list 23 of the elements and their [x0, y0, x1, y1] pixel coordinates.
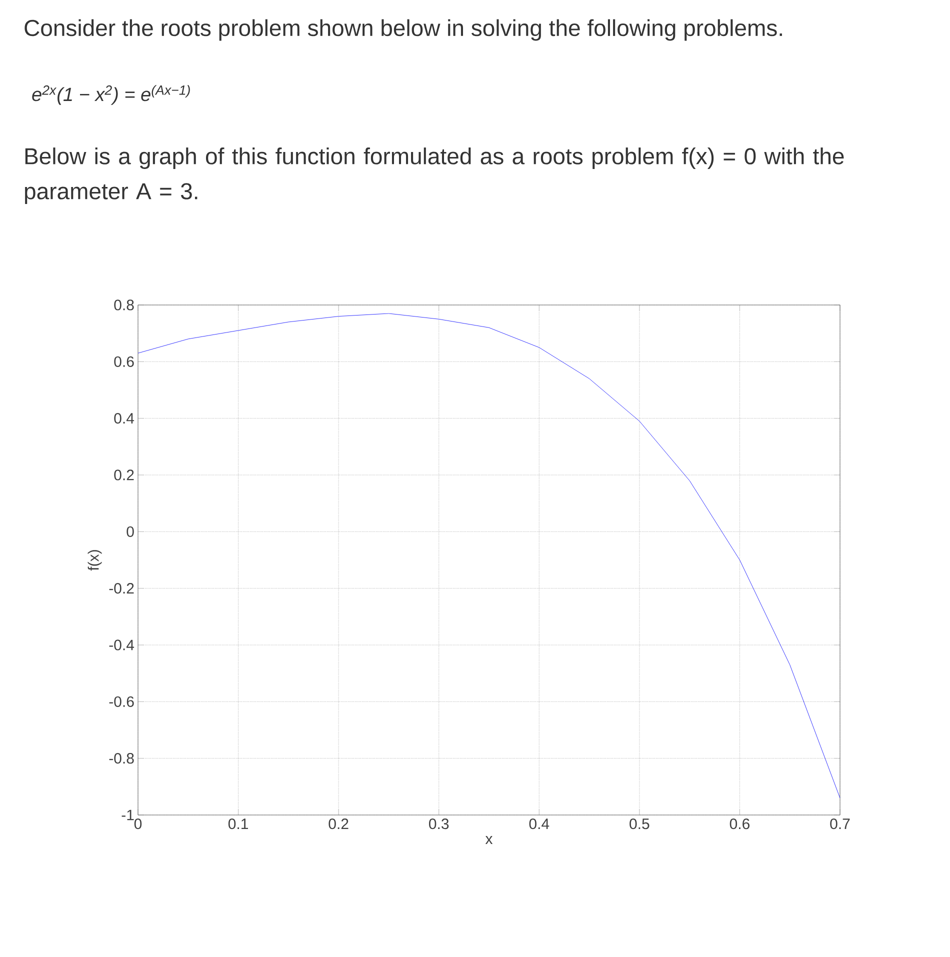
- y-axis-title: f(x): [88, 550, 102, 571]
- x-tick-label: 0.7: [830, 818, 850, 830]
- x-tick-label: 0.6: [730, 818, 750, 830]
- y-tick-label: -1: [122, 810, 134, 820]
- x-tick-label: 0.1: [228, 818, 248, 830]
- y-tick-label: 0.6: [114, 356, 134, 367]
- y-tick-label: 0.8: [114, 300, 134, 310]
- x-tick-label: 0.3: [429, 818, 449, 830]
- x-tick-label: 0.4: [529, 818, 550, 830]
- y-tick-label: -0.2: [109, 583, 134, 594]
- text: e$^{2x}$(1 − x$^{2}$) = e$^{(Ax−1)}$: [32, 85, 190, 105]
- y-tick-label: -0.6: [109, 696, 134, 707]
- x-tick-label: 0.5: [630, 818, 650, 830]
- y-tick-label: -0.8: [109, 753, 134, 764]
- y-tick-label: -0.4: [109, 640, 134, 650]
- y-tick-label: 0.2: [114, 470, 134, 480]
- x-tick-label: 0: [134, 818, 142, 830]
- y-tick-label: 0.4: [114, 413, 134, 424]
- x-tick-label: 0.2: [328, 818, 348, 830]
- chart-title: Consider the roots problem shown below in solving the following problems.: [24, 19, 782, 41]
- chart-subtitle: Below is a graph of this function formulated as a roots problem f(x) = 0 with the parameter A = 3.: [25, 148, 844, 204]
- x-axis-title: x: [485, 836, 493, 844]
- y-tick-label: 0: [126, 526, 134, 537]
